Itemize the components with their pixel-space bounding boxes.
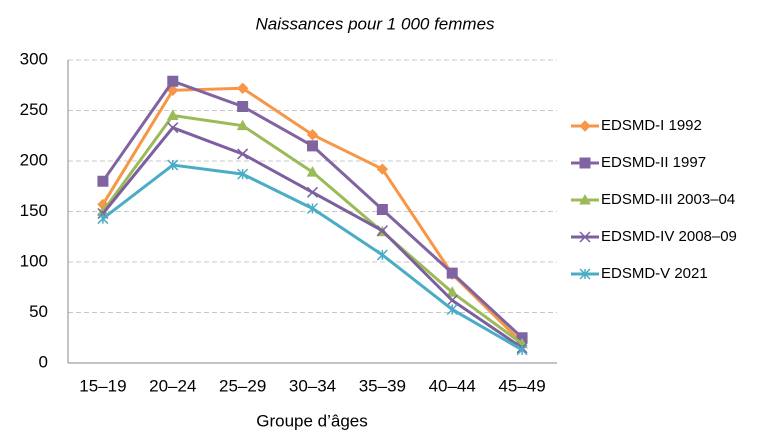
y-tick-label: 250 [20, 100, 48, 119]
data-point [236, 119, 249, 131]
x-tick-label: 25–29 [219, 376, 266, 395]
data-point [306, 202, 319, 215]
legend-label: EDSMD-III 2003–04 [601, 191, 735, 208]
data-point [167, 75, 179, 87]
data-point [376, 249, 388, 261]
chart-title: Naissances pour 1 000 femmes [255, 14, 495, 33]
data-point [446, 303, 458, 316]
data-point [236, 82, 249, 94]
data-point [446, 267, 458, 279]
data-point [167, 122, 179, 134]
data-point [307, 140, 318, 152]
y-tick-label: 300 [20, 49, 48, 68]
data-point [376, 225, 388, 237]
y-tick-label: 50 [29, 302, 48, 321]
x-tick-label: 30–34 [289, 376, 336, 395]
data-point [306, 186, 319, 198]
data-point [97, 213, 109, 225]
x-tick-label: 15–19 [79, 376, 126, 395]
data-point [446, 286, 459, 297]
data-point [306, 129, 319, 141]
x-axis-label: Groupe d’âges [256, 411, 368, 430]
data-point [166, 109, 179, 121]
legend-marker [579, 120, 591, 132]
legend-label: EDSMD-I 1992 [601, 117, 702, 134]
data-point [237, 148, 249, 160]
data-point [306, 166, 319, 177]
y-tick-label: 150 [20, 201, 48, 220]
y-tick-label: 200 [20, 150, 48, 169]
y-tick-label: 100 [20, 251, 48, 270]
data-point [167, 159, 179, 171]
data-point [376, 203, 388, 215]
data-point [167, 84, 179, 97]
data-point [516, 344, 528, 356]
legend-marker [579, 231, 591, 243]
data-point [237, 168, 249, 180]
legend-marker [579, 193, 591, 205]
legend-marker [579, 268, 591, 280]
data-point [376, 163, 389, 175]
x-tick-label: 20–24 [149, 376, 196, 395]
data-point [237, 100, 249, 112]
y-tick-label: 0 [39, 352, 48, 371]
legend-label: EDSMD-IV 2008–09 [601, 228, 737, 245]
x-tick-label: 40–44 [429, 376, 476, 395]
x-tick-label: 35–39 [359, 376, 406, 395]
x-tick-label: 45–49 [498, 376, 545, 395]
legend-label: EDSMD-II 1997 [601, 154, 706, 171]
legend-marker [579, 157, 591, 169]
data-point [97, 175, 109, 187]
legend-label: EDSMD-V 2021 [601, 265, 708, 282]
data-point [446, 294, 458, 306]
